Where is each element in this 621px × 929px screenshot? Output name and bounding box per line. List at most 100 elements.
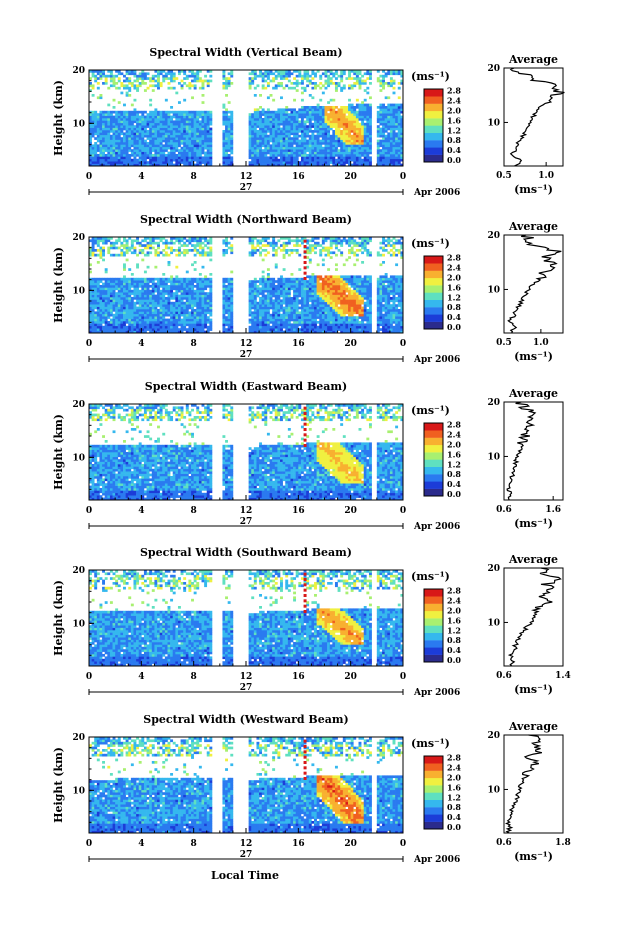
heatmap-cell [188, 154, 191, 157]
heatmap-cell [157, 323, 160, 326]
heatmap-cell [338, 149, 341, 152]
colorbar-swatch [424, 104, 443, 112]
heatmap-cell [94, 319, 97, 322]
heatmap-cell [175, 287, 178, 290]
heatmap-cell [270, 130, 273, 133]
heatmap-cell [225, 321, 228, 324]
heatmap-cell [147, 326, 150, 329]
heatmap-cell [356, 116, 359, 119]
heatmap-cell [175, 118, 178, 121]
heatmap-cell [335, 111, 338, 114]
heatmap-cell [162, 111, 165, 114]
heatmap-cell [343, 84, 346, 87]
heatmap-cell [385, 161, 388, 164]
heatmap-cell [115, 142, 118, 145]
heatmap-cell [225, 80, 228, 83]
heatmap-cell [390, 130, 393, 133]
heatmap-cell [351, 118, 354, 121]
heatmap-cell [154, 135, 157, 138]
heatmap-cell [364, 113, 367, 116]
heatmap-cell [97, 154, 100, 157]
heatmap-cell [249, 239, 252, 242]
heatmap-cell [165, 113, 168, 116]
heatmap-cell [348, 72, 351, 75]
heatmap-cell [139, 280, 142, 283]
heatmap-cell [259, 94, 262, 97]
colorbar-swatch [424, 140, 443, 148]
heatmap-cell [141, 285, 144, 288]
heatmap-cell [288, 140, 291, 143]
heatmap-cell [356, 113, 359, 116]
heatmap-cell [154, 123, 157, 126]
heatmap-cell [222, 292, 225, 295]
heatmap-cell [139, 302, 142, 305]
heatmap-cell [186, 292, 189, 295]
heatmap-cell [173, 154, 176, 157]
heatmap-cell [178, 309, 181, 312]
heatmap-cell [147, 323, 150, 326]
heatmap-cell [335, 89, 338, 92]
heatmap-cell [152, 304, 155, 307]
heatmap-cell [259, 120, 262, 123]
heatmap-cell [128, 278, 131, 281]
heatmap-cell [165, 111, 168, 114]
heatmap-cell [317, 140, 320, 143]
heatmap-cell [118, 140, 121, 143]
heatmap-cell [147, 278, 150, 281]
heatmap-cell [369, 137, 372, 140]
heatmap-cell [199, 302, 202, 305]
heatmap-cell [118, 319, 121, 322]
heatmap-cell [139, 116, 142, 119]
heatmap-cell [107, 75, 110, 78]
heatmap-cell [272, 130, 275, 133]
heatmap-cell [186, 295, 189, 298]
heatmap-cell [330, 77, 333, 80]
heatmap-cell [123, 275, 126, 278]
heatmap-cell [173, 125, 176, 128]
heatmap-cell [99, 326, 102, 329]
heatmap-cell [398, 108, 401, 111]
heatmap-cell [366, 159, 369, 162]
heatmap-cell [191, 152, 194, 155]
heatmap-cell [228, 314, 231, 317]
heatmap-cell [196, 319, 199, 322]
heatmap-cell [385, 111, 388, 114]
heatmap-cell [280, 118, 283, 121]
heatmap-cell [141, 321, 144, 324]
heatmap-cell [230, 135, 233, 138]
heatmap-cell [385, 130, 388, 133]
heatmap-cell [118, 144, 121, 147]
heatmap-cell [136, 147, 139, 150]
heatmap-cell [139, 249, 142, 252]
heatmap-cell [393, 161, 396, 164]
heatmap-cell [102, 130, 105, 133]
heatmap-cell [398, 96, 401, 99]
heatmap-cell [157, 304, 160, 307]
heatmap-cell [348, 128, 351, 131]
heatmap-cell [152, 80, 155, 83]
heatmap-cell [120, 283, 123, 286]
heatmap-cell [131, 321, 134, 324]
heatmap-cell [262, 152, 265, 155]
heatmap-cell [322, 135, 325, 138]
heatmap-cell [393, 82, 396, 85]
heatmap-cell [170, 75, 173, 78]
heatmap-cell [157, 149, 160, 152]
heatmap-cell [162, 290, 165, 293]
heatmap-cell [102, 118, 105, 121]
heatmap-cell [133, 116, 136, 119]
heatmap-cell [92, 147, 95, 150]
heatmap-cell [225, 242, 228, 245]
heatmap-cell [306, 161, 309, 164]
heatmap-cell [382, 156, 385, 159]
heatmap-cell [290, 156, 293, 159]
heatmap-cell [188, 316, 191, 319]
heatmap-cell [301, 137, 304, 140]
heatmap-cell [128, 120, 131, 123]
heatmap-cell [131, 154, 134, 157]
heatmap-cell [322, 118, 325, 121]
heatmap-cell [296, 142, 299, 145]
heatmap-cell [183, 285, 186, 288]
heatmap-cell [398, 104, 401, 107]
heatmap-cell [259, 137, 262, 140]
